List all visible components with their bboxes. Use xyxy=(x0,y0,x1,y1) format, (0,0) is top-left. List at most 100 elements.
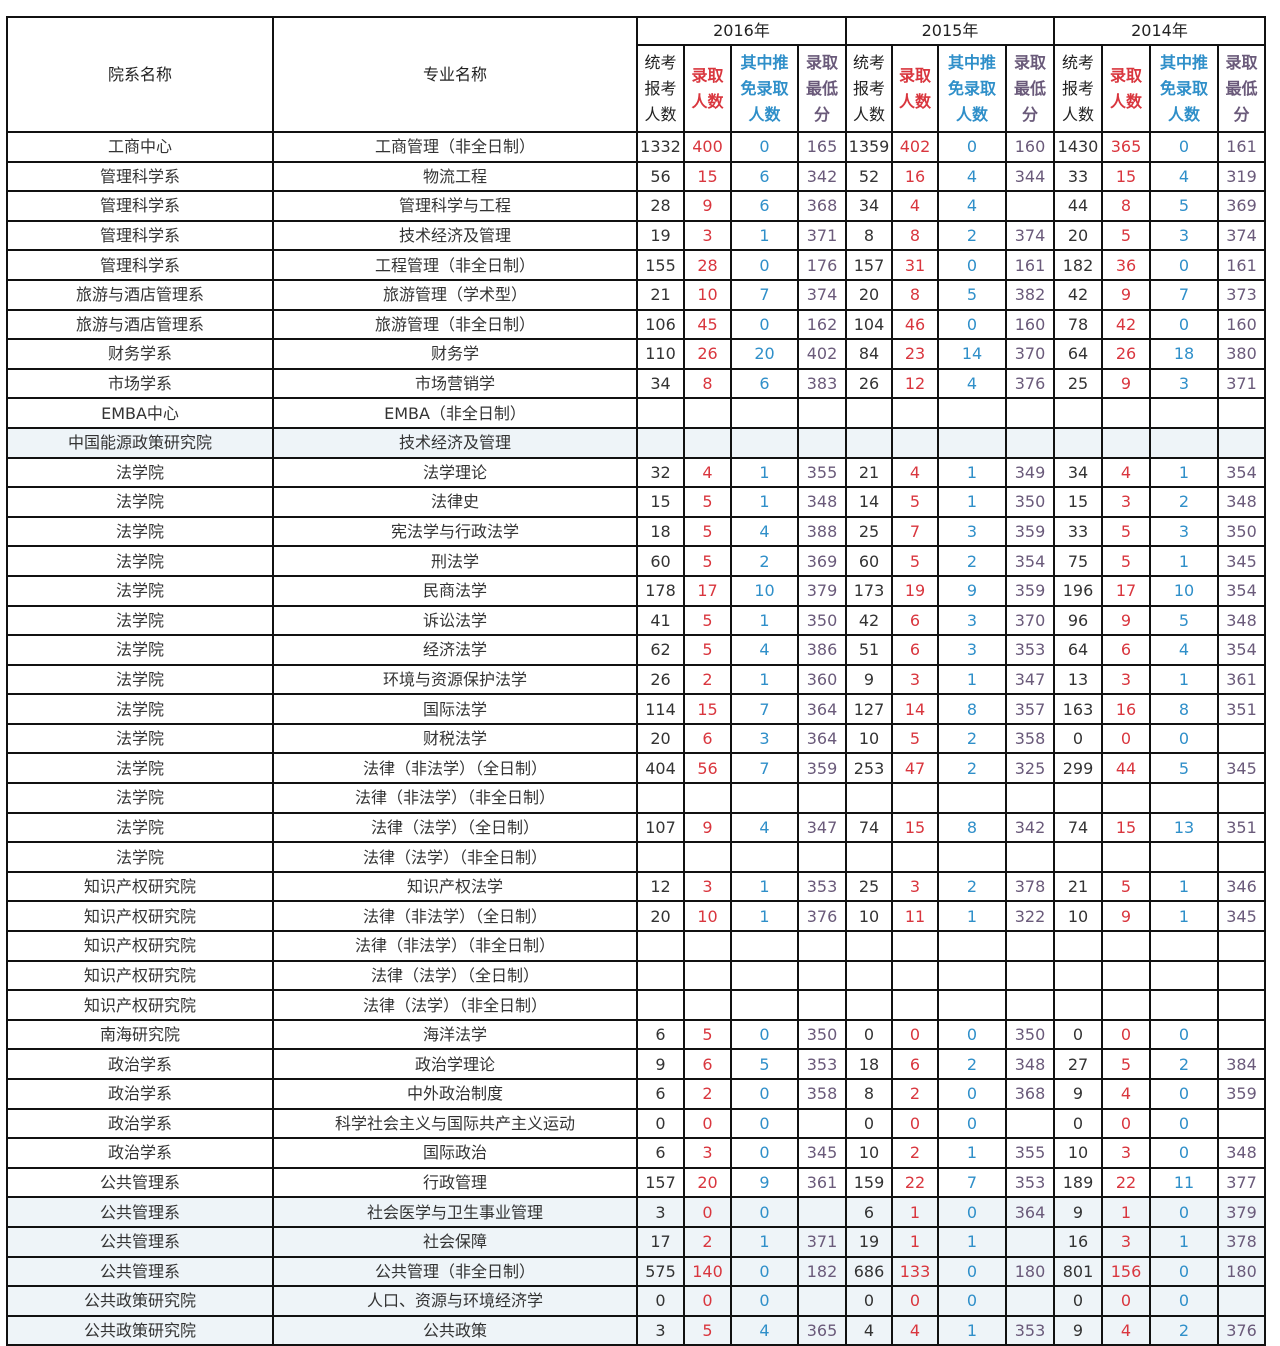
exam-cell: 8 xyxy=(845,219,893,252)
adm-cell: 14 xyxy=(891,693,939,725)
min-cell: 368 xyxy=(1005,1078,1055,1110)
exam-cell: 10 xyxy=(1053,900,1103,933)
rec-cell: 0 xyxy=(1149,131,1219,163)
exam-cell: 10 xyxy=(1053,1137,1103,1169)
rec-cell xyxy=(1149,989,1219,1021)
major-cell: 法律（非法学）（全日制） xyxy=(272,900,638,933)
exam-cell: 20 xyxy=(845,278,893,311)
adm-cell: 4 xyxy=(891,1314,939,1346)
adm-cell: 0 xyxy=(683,1107,732,1140)
exam-cell: 173 xyxy=(845,574,893,607)
rec-cell: 0 xyxy=(1149,1018,1219,1051)
rec-cell: 2 xyxy=(937,1048,1007,1080)
adm-cell: 19 xyxy=(891,574,939,607)
adm-cell: 2 xyxy=(891,1137,939,1169)
exam-cell: 60 xyxy=(636,545,685,577)
exam-cell: 404 xyxy=(636,752,685,785)
adm-cell: 5 xyxy=(683,634,732,666)
min-cell xyxy=(797,782,847,814)
rec-cell: 3 xyxy=(937,604,1007,637)
exam-cell: 6 xyxy=(636,1137,685,1169)
header-line: 最低 xyxy=(1225,78,1258,98)
dept-cell: 法学院 xyxy=(6,841,274,873)
exam-cell: 6 xyxy=(845,1196,893,1228)
min-cell: 373 xyxy=(1217,278,1266,311)
min-cell: 322 xyxy=(1005,900,1055,933)
rec-cell xyxy=(730,959,799,992)
min-cell: 348 xyxy=(1217,604,1266,637)
header-line: 人数 xyxy=(1109,91,1142,111)
exam-cell: 21 xyxy=(1053,870,1103,903)
exam-cell: 28 xyxy=(636,190,685,222)
min-cell: 379 xyxy=(1217,1196,1266,1228)
rec-cell: 0 xyxy=(1149,722,1219,755)
adm-cell: 3 xyxy=(683,1137,732,1169)
dept-cell: 管理科学系 xyxy=(6,160,274,193)
adm-cell: 15 xyxy=(683,160,732,193)
min-cell: 371 xyxy=(1217,367,1266,400)
adm-cell: 36 xyxy=(1101,249,1151,281)
major-cell: 行政管理 xyxy=(272,1166,638,1199)
table-row: 法学院 财税法学 20 6 3 364 10 5 2 358 0 0 0 xyxy=(6,722,1266,755)
header-line: 录取 xyxy=(1013,52,1046,72)
exam-cell: 4 xyxy=(845,1314,893,1346)
exam-cell: 1332 xyxy=(636,131,685,163)
exam-cell xyxy=(636,989,685,1021)
exam-cell: 84 xyxy=(845,338,893,370)
min-cell xyxy=(797,959,847,992)
rec-cell: 20 xyxy=(730,338,799,370)
exam-cell: 44 xyxy=(1053,190,1103,222)
table-row: 法学院 法律（非法学）（非全日制） xyxy=(6,782,1266,814)
min-cell xyxy=(1005,1107,1055,1140)
dept-cell: 法学院 xyxy=(6,722,274,755)
min-cell xyxy=(1005,1285,1055,1317)
exam-cell: 9 xyxy=(1053,1314,1103,1346)
exam-cell: 26 xyxy=(845,367,893,400)
exam-cell: 0 xyxy=(1053,722,1103,755)
adm-cell: 2 xyxy=(891,1078,939,1110)
exam-cell xyxy=(1053,959,1103,992)
table-row: 知识产权研究院 法律（非法学）（全日制） 20 10 1 376 10 11 1 322 10 9 1 3… xyxy=(6,900,1266,933)
adm-cell: 0 xyxy=(1101,722,1151,755)
exam-cell: 9 xyxy=(1053,1078,1103,1110)
min-cell xyxy=(797,397,847,429)
exam-cell xyxy=(1053,930,1103,962)
major-cell: 刑法学 xyxy=(272,545,638,577)
exam-cell: 159 xyxy=(845,1166,893,1199)
exam-cell: 34 xyxy=(1053,456,1103,489)
min-cell xyxy=(1005,397,1055,429)
table-row: 法学院 经济法学 62 5 4 386 51 6 3 353 64 6 4 354 xyxy=(6,634,1266,666)
exam-cell: 74 xyxy=(845,811,893,844)
exam-cell: 10 xyxy=(845,900,893,933)
rec-cell: 7 xyxy=(730,752,799,785)
adm-cell: 6 xyxy=(1101,634,1151,666)
exam-cell: 25 xyxy=(1053,367,1103,400)
rec-cell xyxy=(1149,782,1219,814)
exam-cell: 34 xyxy=(636,367,685,400)
rec-cell: 0 xyxy=(937,249,1007,281)
rec-cell: 0 xyxy=(730,1285,799,1317)
rec-cell: 1 xyxy=(937,1314,1007,1346)
rec-cell: 1 xyxy=(1149,456,1219,489)
min-cell xyxy=(797,989,847,1021)
adm-cell: 5 xyxy=(891,545,939,577)
rec-cell: 0 xyxy=(730,1137,799,1169)
min-cell: 160 xyxy=(1005,308,1055,341)
adm-cell: 9 xyxy=(683,811,732,844)
rec-cell: 0 xyxy=(1149,249,1219,281)
major-cell: 技术经济及管理 xyxy=(272,219,638,252)
table-row: 法学院 宪法学与行政法学 18 5 4 388 25 7 3 359 33 5 3 350 xyxy=(6,515,1266,548)
rec-cell: 2 xyxy=(937,545,1007,577)
major-cell: 工程管理（非全日制） xyxy=(272,249,638,281)
min-cell: 370 xyxy=(1005,338,1055,370)
adm-cell: 17 xyxy=(1101,574,1151,607)
header-line: 人数 xyxy=(691,91,724,111)
min-cell: 350 xyxy=(797,1018,847,1051)
min-cell: 182 xyxy=(797,1255,847,1288)
adm-cell: 11 xyxy=(891,900,939,933)
major-cell: 法学理论 xyxy=(272,456,638,489)
rec-cell: 0 xyxy=(1149,1255,1219,1288)
min-cell: 345 xyxy=(1217,900,1266,933)
rec-cell: 2 xyxy=(1149,1314,1219,1346)
min-cell: 348 xyxy=(1005,1048,1055,1080)
